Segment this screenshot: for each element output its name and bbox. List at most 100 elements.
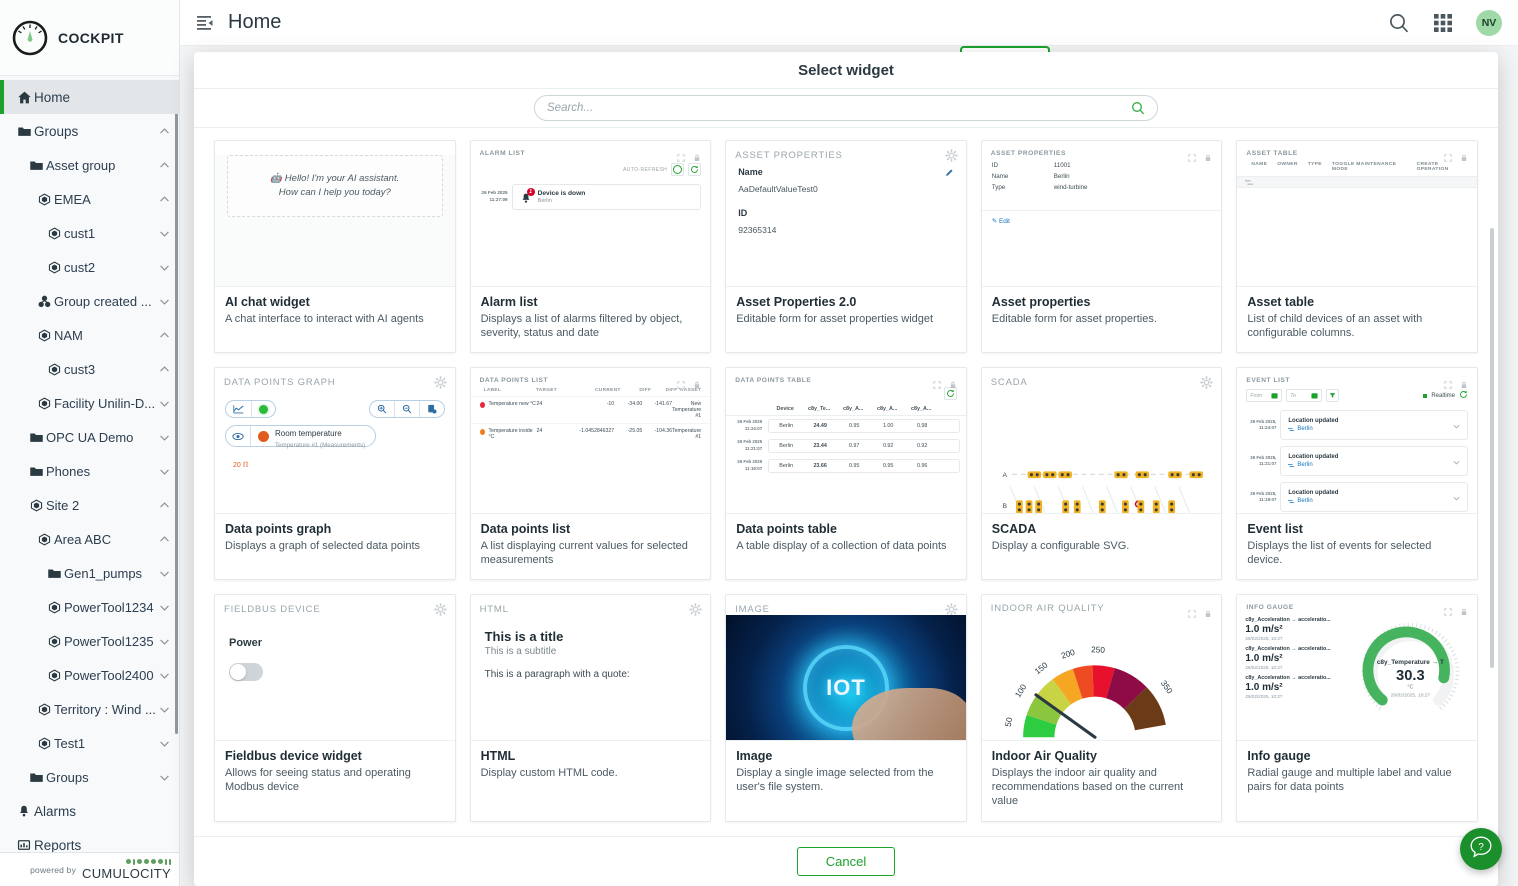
zoom-in-icon[interactable] xyxy=(370,401,395,418)
sidebar-item-nam[interactable]: NAM xyxy=(0,318,179,352)
sidebar-item-cust2[interactable]: cust2 xyxy=(0,250,179,284)
alarm-row[interactable]: 26 Feb 2025 11:27:09 1 Device is down Ber… xyxy=(471,180,711,214)
lock-icon[interactable] xyxy=(693,149,701,162)
chevron-down-icon[interactable] xyxy=(157,262,171,273)
sidebar-item-opc-ua-demo[interactable]: OPC UA Demo xyxy=(0,420,179,454)
chevron-down-icon[interactable] xyxy=(1453,416,1460,434)
lock-icon[interactable] xyxy=(1460,149,1468,162)
chevron-down-icon[interactable] xyxy=(157,466,171,477)
lock-icon[interactable] xyxy=(1204,149,1212,162)
widget-card-ai-chat-widget[interactable]: 🤖 Hello! I'm your AI assistant. How can … xyxy=(214,140,456,354)
refresh-icon[interactable] xyxy=(688,163,702,176)
sidebar-item-home[interactable]: Home xyxy=(0,80,179,114)
gear-icon[interactable] xyxy=(1200,376,1214,390)
to-date-input[interactable]: To xyxy=(1286,389,1323,403)
widget-card-event-list[interactable]: EVENT LIST From To Realtime 26 Feb 2025,… xyxy=(1236,367,1478,581)
chevron-down-icon[interactable] xyxy=(157,296,171,307)
widget-card-image[interactable]: IMAGE IOT Image Display a single image s… xyxy=(725,594,967,822)
chevron-down-icon[interactable] xyxy=(157,228,171,239)
widget-card-indoor-air-quality[interactable]: INDOOR AIR QUALITY 50 100 150 200 250 350 Ind… xyxy=(980,594,1223,822)
sidebar-item-territory-wind[interactable]: Territory : Wind ... xyxy=(0,692,179,726)
widget-card-info-gauge[interactable]: INFO GAUGE c8y_Acceleration → accelerati… xyxy=(1236,594,1478,822)
export-icon[interactable] xyxy=(420,401,444,417)
power-toggle[interactable] xyxy=(229,663,263,682)
widget-card-fieldbus-device-widget[interactable]: FIELDBUS DEVICE Power Fieldbus device wi… xyxy=(214,594,456,822)
chevron-up-icon[interactable] xyxy=(157,364,171,375)
sidebar-item-alarms[interactable]: Alarms xyxy=(0,794,179,828)
lock-icon[interactable] xyxy=(1204,605,1212,617)
widget-card-data-points-list[interactable]: DATA POINTS LIST LABEL TARGET CURRENT DI… xyxy=(469,367,712,581)
widget-card-asset-table[interactable]: ASSET TABLE NAME OWNER TYPE TOGGLE MAINTENAN… xyxy=(1236,140,1478,354)
lock-icon[interactable] xyxy=(1460,603,1468,616)
avatar[interactable]: NV xyxy=(1476,9,1502,36)
chevron-up-icon[interactable] xyxy=(157,330,171,341)
event-row[interactable]: 26 Feb 2025, 11:24:07 Location updated Be… xyxy=(1237,407,1477,443)
sidebar-item-phones[interactable]: Phones xyxy=(0,454,179,488)
widget-card-data-points-graph[interactable]: DATA POINTS GRAPH Room temperature Tempe… xyxy=(214,367,456,581)
expand-icon[interactable] xyxy=(1188,149,1197,162)
sidebar-item-groups[interactable]: Groups xyxy=(0,760,179,794)
chevron-down-icon[interactable] xyxy=(157,704,171,715)
lock-icon[interactable] xyxy=(693,376,701,389)
expand-icon[interactable] xyxy=(1444,603,1452,616)
widget-grid-container[interactable]: 🤖 Hello! I'm your AI assistant. How can … xyxy=(194,128,1498,836)
chevron-down-icon[interactable] xyxy=(157,432,171,443)
sidebar-item-site-2[interactable]: Site 2 xyxy=(0,488,179,522)
chevron-down-icon[interactable] xyxy=(157,670,171,681)
chevron-up-icon[interactable] xyxy=(157,160,171,171)
chevron-down-icon[interactable] xyxy=(157,602,171,613)
help-button[interactable]: ? xyxy=(1460,828,1502,870)
lock-icon[interactable] xyxy=(949,376,957,389)
app-switcher-icon[interactable] xyxy=(1432,12,1454,34)
expand-icon[interactable] xyxy=(1444,376,1452,389)
search-box[interactable] xyxy=(534,95,1158,121)
chevron-down-icon[interactable] xyxy=(157,568,171,579)
data-points-table-row[interactable]: 26 Feb 2025 11:19:07 Berlin 23.66 0.95 0.… xyxy=(726,456,966,476)
search-icon[interactable] xyxy=(1388,12,1410,34)
expand-icon[interactable] xyxy=(677,149,685,162)
lock-icon[interactable] xyxy=(1460,376,1468,389)
widget-card-asset-properties-2-0[interactable]: ASSET PROPERTIES Name AaDefaultValueTest… xyxy=(725,140,967,354)
chevron-up-icon[interactable] xyxy=(157,126,171,137)
sidebar-item-cust3[interactable]: cust3 xyxy=(0,352,179,386)
sidebar-item-gen1-pumps[interactable]: Gen1_pumps xyxy=(0,556,179,590)
eye-icon[interactable] xyxy=(226,426,251,447)
chevron-down-icon[interactable] xyxy=(1453,452,1460,470)
chevron-up-icon[interactable] xyxy=(157,194,171,205)
sidebar-item-emea[interactable]: EMEA xyxy=(0,182,179,216)
sidebar-item-cust1[interactable]: cust1 xyxy=(0,216,179,250)
sidebar-item-facility-unilin-d[interactable]: Facility Unilin-D... xyxy=(0,386,179,420)
gear-icon[interactable] xyxy=(433,603,447,617)
sidebar-item-powertool1235[interactable]: PowerTool1235 xyxy=(0,624,179,658)
brand[interactable]: COCKPIT xyxy=(0,0,179,76)
gear-icon[interactable] xyxy=(944,603,958,617)
line-chart-icon[interactable] xyxy=(226,401,252,418)
sidebar-nav[interactable]: Home Groups Asset group EMEA cust1 cust2 Group… xyxy=(0,76,179,852)
auto-refresh-toggle[interactable] xyxy=(671,163,685,176)
event-row[interactable]: 26 Feb 2025, 11:21:07 Location updated Be… xyxy=(1237,443,1477,479)
collapse-menu-icon[interactable] xyxy=(196,14,214,32)
chevron-down-icon[interactable] xyxy=(157,738,171,749)
chevron-up-icon[interactable] xyxy=(157,500,171,511)
sidebar-item-powertool1234[interactable]: PowerTool1234 xyxy=(0,590,179,624)
widget-card-data-points-table[interactable]: DATA POINTS TABLE Device c8y_Te... c8y_A… xyxy=(725,367,967,581)
refresh-icon[interactable] xyxy=(1459,390,1468,401)
cancel-button[interactable]: Cancel xyxy=(796,847,896,876)
search-submit-icon[interactable] xyxy=(1131,101,1145,115)
data-point-row[interactable]: Temperature inside °C 24 -1.0452846327 -… xyxy=(470,423,711,444)
data-points-table-row[interactable]: 26 Feb 2025 11:24:07 Berlin 24.49 0.95 1.… xyxy=(726,416,966,436)
widget-card-asset-properties[interactable]: ASSET PROPERTIES ID 11001 Name Berlin Ty… xyxy=(980,140,1223,354)
edit-pencil-icon[interactable] xyxy=(945,168,954,177)
widget-card-alarm-list[interactable]: ALARM LIST AUTO-REFRESH 26 Feb 2025 11:27… xyxy=(469,140,712,354)
sidebar-item-area-abc[interactable]: Area ABC xyxy=(0,522,179,556)
event-row[interactable]: 26 Feb 2025, 11:19:07 Location updated Be… xyxy=(1237,479,1477,513)
expand-icon[interactable] xyxy=(677,376,685,389)
sidebar-item-powertool2400[interactable]: PowerTool2400 xyxy=(0,658,179,692)
expand-icon[interactable] xyxy=(1444,149,1452,162)
chevron-up-icon[interactable] xyxy=(157,534,171,545)
sidebar-item-group-created[interactable]: Group created ... xyxy=(0,284,179,318)
asset-table-filter-row[interactable] xyxy=(1237,176,1477,188)
series-legend[interactable]: Room temperature Temperature #1 (Measure… xyxy=(225,425,377,449)
gear-icon[interactable] xyxy=(944,149,958,162)
data-points-table-row[interactable]: 26 Feb 2025 11:21:07 Berlin 23.44 0.97 0.… xyxy=(726,436,966,456)
